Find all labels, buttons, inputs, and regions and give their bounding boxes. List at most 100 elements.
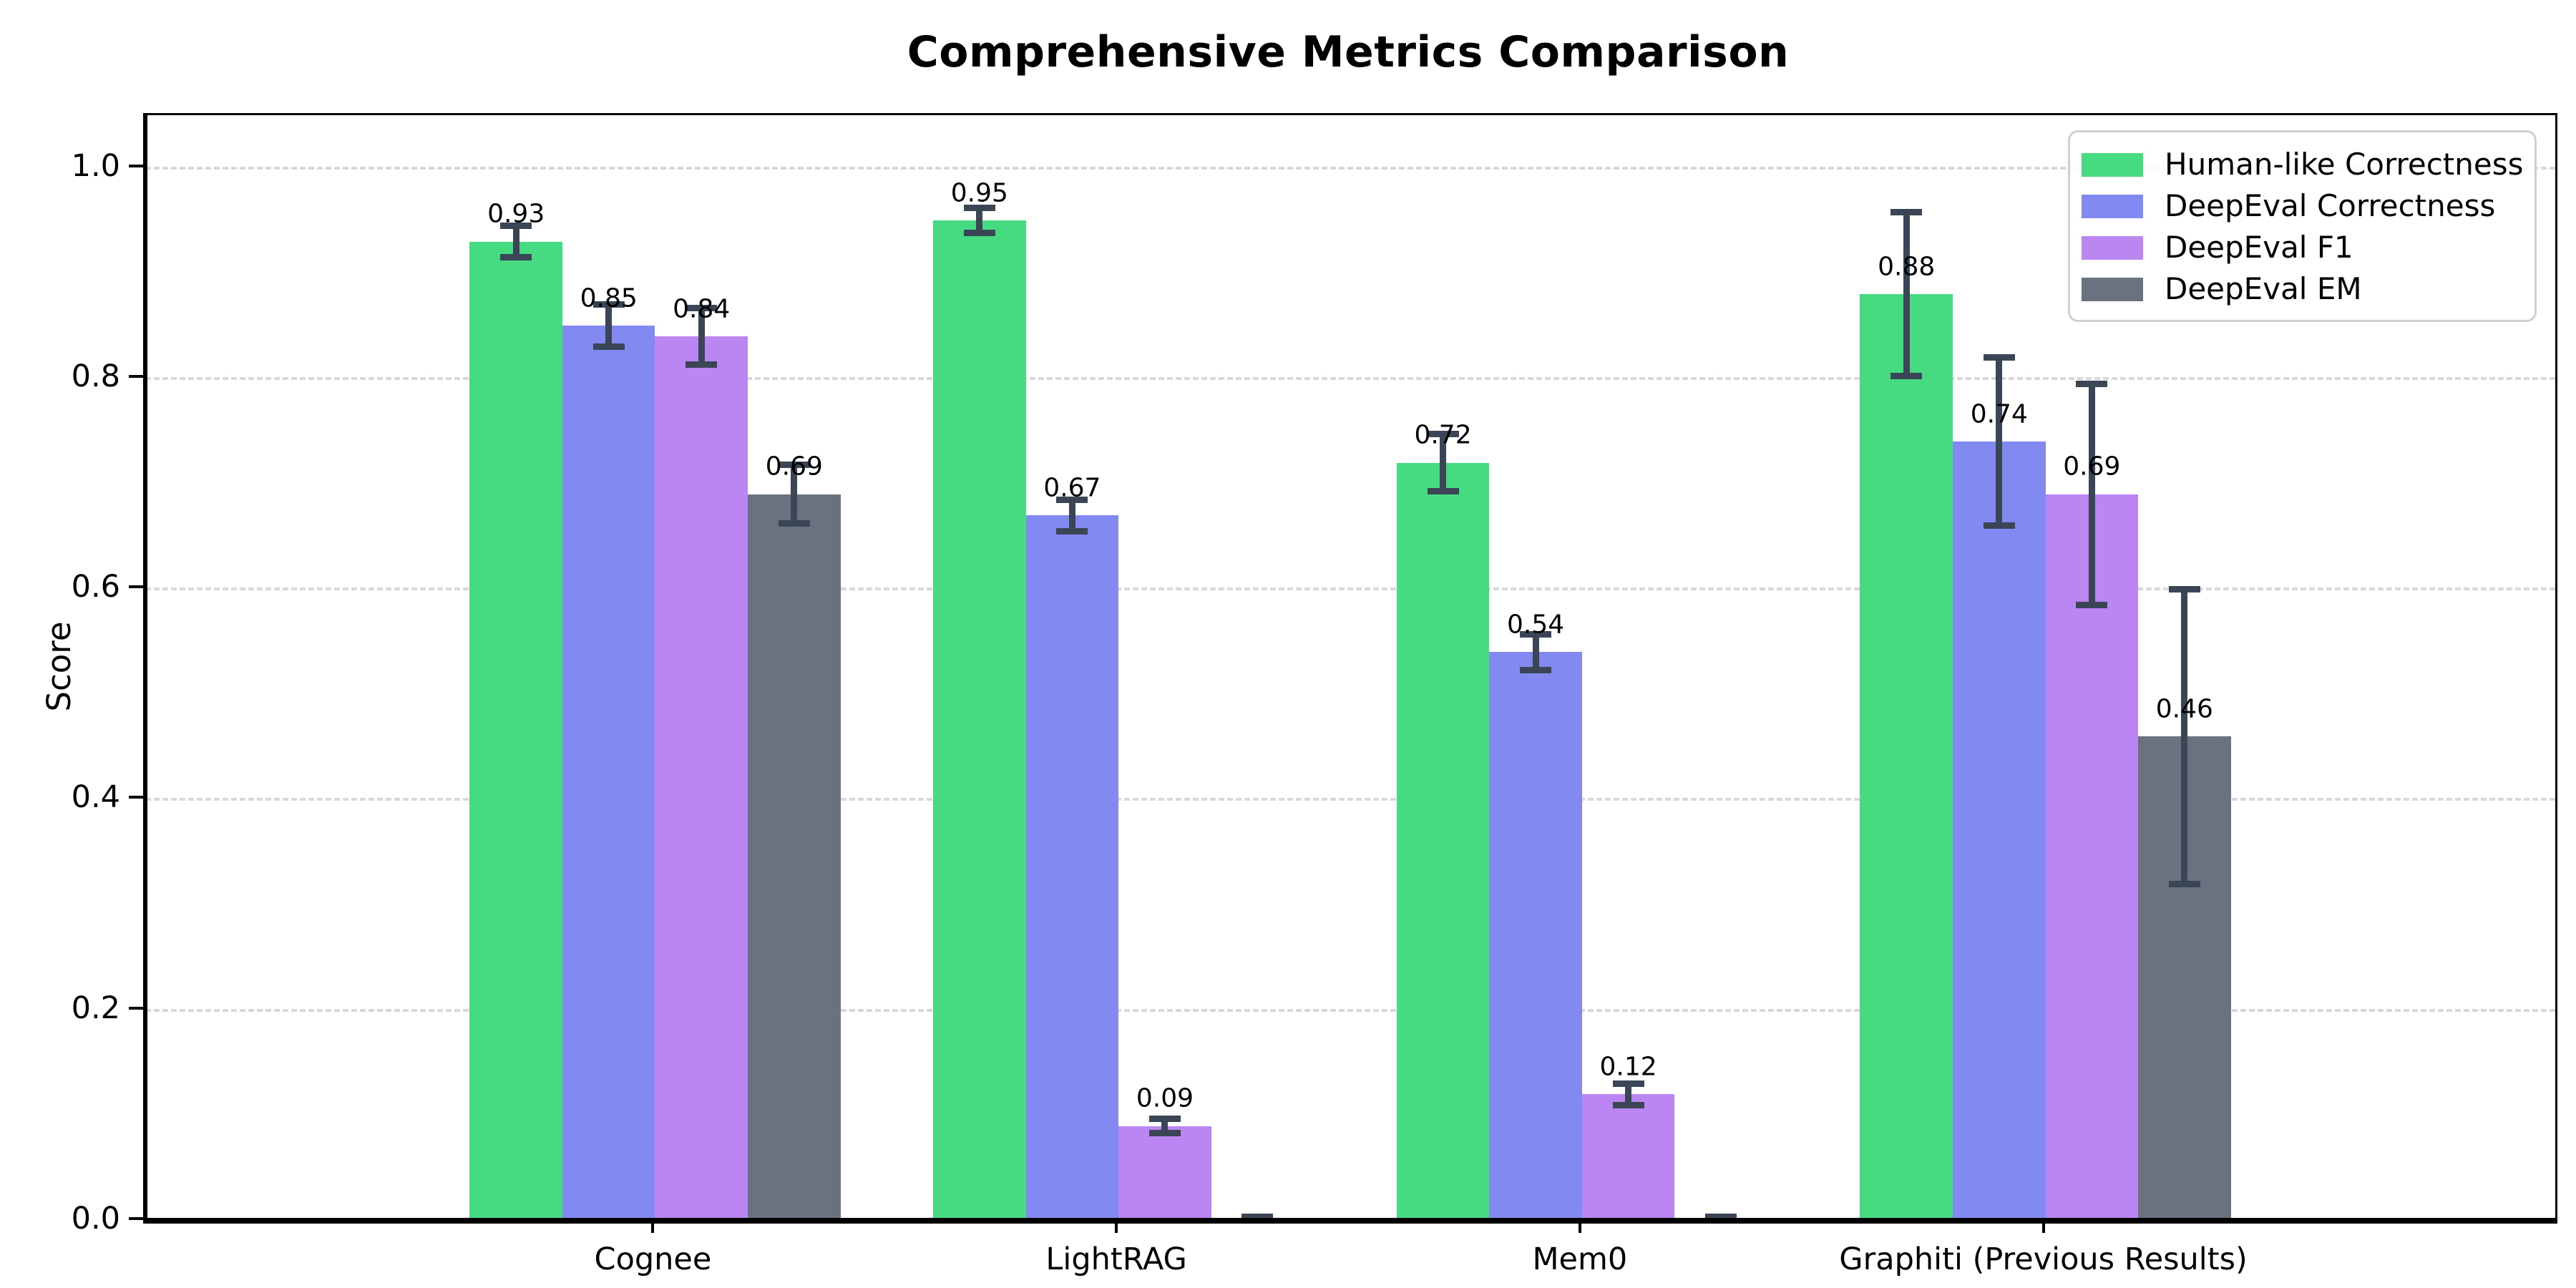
error-cap-bottom: [1890, 373, 1923, 380]
error-cap-top: [1056, 496, 1088, 503]
error-cap-top: [2168, 585, 2200, 592]
error-bar: [512, 225, 519, 258]
error-cap-top: [1705, 1213, 1737, 1220]
bar-human-like-correctness-3: [1860, 294, 1953, 1221]
gridline-y-0.6: [145, 587, 2555, 591]
bar-deepeval-f1-2: [1581, 1094, 1675, 1221]
chart-title: Comprehensive Metrics Comparison: [907, 27, 1790, 77]
legend-swatch-icon: [2082, 277, 2143, 301]
bar-human-like-correctness-0: [469, 241, 562, 1221]
bar-deepeval-f1-1: [1118, 1126, 1211, 1221]
error-cap-bottom: [686, 361, 718, 369]
legend-label: DeepEval Correctness: [2165, 188, 2496, 223]
error-cap-bottom: [2076, 601, 2108, 608]
error-cap-top: [1983, 353, 2015, 361]
error-bar: [1532, 634, 1539, 670]
gridline-y-0.8: [145, 376, 2555, 380]
error-cap-bottom: [1056, 527, 1088, 535]
error-cap-top: [592, 301, 625, 308]
bar-deepeval-correctness-3: [1953, 441, 2046, 1221]
bar-value-label: 0.95: [950, 178, 1008, 208]
error-cap-bottom: [1520, 666, 1552, 673]
bar-value-label: 0.67: [1043, 473, 1101, 503]
y-axis-label: Score: [40, 621, 78, 712]
legend: Human-like Correctness DeepEval Correctne…: [2068, 130, 2537, 322]
x-tick-mark: [651, 1221, 655, 1233]
error-bar: [1903, 212, 1910, 376]
error-cap-top: [1890, 208, 1923, 215]
error-cap-bottom: [963, 230, 995, 237]
bar-human-like-correctness-1: [933, 220, 1026, 1221]
bar-deepeval-correctness-0: [562, 326, 655, 1221]
error-bar: [1068, 499, 1075, 532]
legend-swatch-icon: [2082, 194, 2143, 218]
y-tick-label: 1.0: [71, 147, 120, 184]
legend-label: DeepEval EM: [2165, 271, 2362, 306]
legend-item-deepeval-correctness: DeepEval Correctness: [2082, 185, 2519, 227]
error-bar: [2088, 384, 2095, 605]
bar-value-label: 0.88: [1878, 252, 1936, 282]
x-tick-label-cognee: Cognee: [594, 1241, 712, 1277]
error-cap-top: [1612, 1080, 1644, 1088]
gridline-y-1.0: [145, 166, 2555, 170]
legend-swatch-icon: [2082, 235, 2143, 260]
gridline-y-0.2: [145, 1008, 2555, 1012]
legend-label: DeepEval F1: [2165, 230, 2353, 265]
y-tick-label: 0.2: [71, 990, 120, 1026]
error-bar: [976, 208, 983, 233]
legend-item-deepeval-f1: DeepEval F1: [2082, 227, 2519, 268]
x-tick-mark: [1578, 1221, 1581, 1233]
error-cap-top: [686, 304, 718, 311]
error-bar: [698, 308, 705, 365]
bar-deepeval-correctness-1: [1025, 515, 1119, 1221]
error-cap-bottom: [778, 520, 810, 527]
y-axis-spine: [143, 115, 147, 1221]
legend-item-human-like-correctness: Human-like Correctness: [2082, 144, 2524, 185]
bar-value-label: 0.46: [2155, 694, 2213, 724]
error-cap-top: [1427, 431, 1459, 438]
y-tick-mark: [129, 1006, 143, 1010]
y-tick-mark: [129, 796, 143, 799]
error-bar: [1161, 1118, 1169, 1133]
bar-value-label: 0.84: [673, 294, 731, 324]
y-tick-mark: [129, 585, 143, 589]
error-bar: [1996, 357, 2003, 526]
bar-value-label: 0.85: [580, 283, 638, 313]
x-tick-label-graphiti-previous-results-: Graphiti (Previous Results): [1839, 1241, 2248, 1277]
x-tick-mark: [2041, 1221, 2045, 1233]
error-cap-bottom: [592, 343, 625, 351]
y-tick-mark: [129, 164, 143, 167]
y-tick-mark: [129, 374, 143, 378]
error-cap-bottom: [2168, 880, 2200, 887]
bar-value-label: 0.72: [1414, 420, 1472, 450]
bar-deepeval-correctness-2: [1489, 652, 1582, 1221]
bar-value-label: 0.54: [1506, 610, 1565, 640]
y-tick-label: 0.8: [71, 358, 120, 394]
bar-value-label: 0.93: [487, 199, 545, 229]
error-bar: [791, 464, 798, 524]
error-cap-top: [500, 223, 532, 229]
error-bar: [2181, 589, 2188, 884]
error-cap-bottom: [1148, 1130, 1181, 1137]
legend-item-deepeval-em: DeepEval EM: [2082, 268, 2519, 310]
error-cap-bottom: [500, 254, 532, 261]
y-tick-label: 0.6: [71, 569, 120, 605]
y-tick-mark: [129, 1217, 143, 1220]
bar-deepeval-f1-0: [655, 336, 748, 1221]
y-tick-label: 0.0: [71, 1201, 120, 1236]
bar-value-label: 0.09: [1136, 1083, 1194, 1113]
error-cap-bottom: [1612, 1101, 1644, 1108]
gridline-y-0.4: [145, 798, 2555, 801]
x-tick-label-lightrag: LightRAG: [1045, 1241, 1187, 1277]
x-tick-label-mem0: Mem0: [1532, 1241, 1628, 1277]
error-cap-top: [963, 204, 995, 211]
bar-deepeval-em-0: [748, 494, 841, 1221]
error-cap-top: [1520, 630, 1552, 638]
bar-human-like-correctness-2: [1396, 462, 1490, 1221]
error-cap-top: [1241, 1213, 1274, 1220]
error-bar: [1625, 1083, 1632, 1106]
error-cap-bottom: [1427, 487, 1459, 494]
bar-value-label: 0.12: [1599, 1052, 1657, 1082]
bar-deepeval-f1-3: [2045, 494, 2139, 1221]
